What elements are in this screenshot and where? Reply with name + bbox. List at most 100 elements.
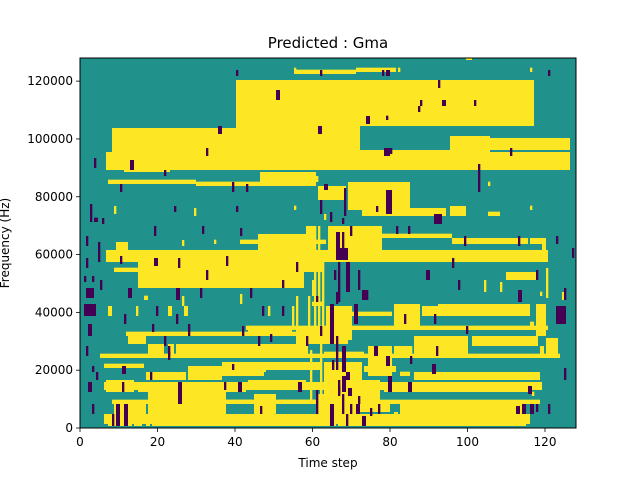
heatmap-cell-low (358, 270, 361, 290)
heatmap-cell-high (318, 394, 356, 414)
heatmap-cell-low (152, 324, 155, 332)
heatmap-cell-low (442, 100, 446, 106)
heatmap-cell-high (138, 260, 304, 288)
heatmap-cell-high (530, 205, 533, 210)
heatmap-cell-high (400, 371, 410, 376)
heatmap-cell-low (178, 382, 182, 404)
heatmap-cell-high (248, 380, 306, 390)
heatmap-cell-high (488, 181, 491, 186)
heatmap-cell-high (246, 325, 548, 330)
heatmap-cell-high (194, 145, 272, 150)
heatmap-cell-low (466, 326, 469, 334)
heatmap-cell-low (354, 304, 358, 324)
heatmap-cell-low (298, 382, 302, 392)
heatmap-cell-low (324, 184, 328, 190)
heatmap-cell-low (236, 70, 239, 76)
heatmap-cell-low (98, 242, 101, 262)
heatmap-cell-low (86, 346, 89, 356)
heatmap-cell-low (330, 304, 334, 344)
heatmap-cell-low (436, 346, 439, 356)
heatmap-cell-high (134, 414, 142, 426)
heatmap-cell-low (178, 258, 181, 268)
heatmap-cell-low (124, 314, 127, 324)
heatmap-cell-high (398, 67, 401, 72)
heatmap-cell-low (342, 232, 345, 248)
heatmap-cell-low (564, 288, 567, 300)
heatmap-cell-low (348, 388, 352, 396)
heatmap-cell-low (102, 218, 105, 224)
x-tick-label: 20 (150, 435, 165, 449)
heatmap-cell-low (336, 336, 339, 370)
y-axis-label: Frequency (Hz) (0, 198, 12, 289)
heatmap-cell-high (114, 404, 146, 414)
heatmap-cell-low (202, 226, 205, 234)
heatmap-cell-low (410, 356, 413, 364)
heatmap-cell-low (358, 396, 361, 404)
heatmap-cell-high (450, 136, 490, 152)
heatmap-cell-low (120, 184, 123, 192)
heatmap-cell-high (168, 306, 172, 316)
heatmap-cell-high (114, 206, 117, 214)
heatmap-cell-low (330, 212, 333, 222)
y-tick-label: 60000 (35, 248, 73, 262)
heatmap-cell-high (298, 282, 301, 288)
heatmap-cell-low (130, 160, 134, 170)
heatmap-cell-low (366, 290, 369, 300)
heatmap-cell-low (128, 288, 132, 298)
heatmap-cell-low (388, 380, 392, 392)
heatmap-cell-high (362, 208, 446, 216)
heatmap-cell-low (188, 324, 191, 336)
x-axis-ticks: 0 20 40 60 80 100 120 (76, 428, 556, 449)
heatmap-cells (84, 58, 575, 426)
heatmap-cell-high (432, 372, 540, 380)
heatmap-cell-low (94, 158, 97, 168)
heatmap-cell-low (408, 226, 411, 234)
x-tick-label: 60 (305, 435, 320, 449)
heatmap-cell-high (324, 214, 327, 220)
heatmap-cell-low (206, 270, 209, 280)
heatmap-cell-low (350, 404, 353, 414)
heatmap-cell-low (386, 115, 389, 120)
heatmap-cell-low (396, 226, 399, 234)
heatmap-cell-low (386, 70, 390, 76)
heatmap-cell-low (334, 270, 337, 280)
heatmap-cell-high (146, 372, 186, 380)
heatmap-cell-high (382, 233, 452, 238)
heatmap-cell-high (308, 296, 311, 340)
heatmap-cell-high (484, 280, 487, 292)
heatmap-cell-low (434, 214, 442, 224)
y-tick-label: 40000 (35, 305, 73, 319)
heatmap-cell-low (258, 336, 261, 346)
heatmap-cell-high (126, 331, 348, 336)
heatmap-cell-low (154, 258, 158, 266)
heatmap-cell-high (472, 336, 538, 346)
heatmap-cell-high (138, 382, 200, 392)
heatmap-cell-low (242, 326, 245, 336)
heatmap-cell-high (358, 404, 390, 412)
heatmap-cell-low (536, 270, 539, 280)
x-tick-label: 40 (227, 435, 242, 449)
heatmap-cell-high (108, 306, 112, 316)
heatmap-cell-low (426, 270, 430, 280)
heatmap-cell-high (296, 296, 299, 326)
heatmap-cell-high (396, 182, 410, 208)
heatmap-cell-high (148, 392, 226, 414)
heatmap-cell-low (386, 190, 392, 214)
heatmap-cell-low (564, 368, 567, 380)
heatmap-cell-low (330, 404, 334, 426)
heatmap-cell-high (318, 226, 321, 330)
heatmap-cell-low (536, 404, 539, 412)
heatmap-cell-high (394, 346, 410, 356)
heatmap-cell-low (154, 226, 157, 236)
heatmap-cell-high (152, 414, 336, 426)
heatmap-cell-low (306, 336, 309, 346)
heatmap-cell-low (88, 324, 92, 336)
heatmap-cell-high (268, 306, 271, 316)
heatmap-cell-low (88, 382, 92, 392)
heatmap-cell-high (316, 176, 319, 182)
heatmap-cell-high (302, 250, 324, 272)
heatmap-cell-high (104, 363, 144, 368)
heatmap-cell-low (282, 280, 285, 288)
heatmap-cell-low (382, 70, 385, 76)
heatmap-cell-low (556, 306, 566, 324)
